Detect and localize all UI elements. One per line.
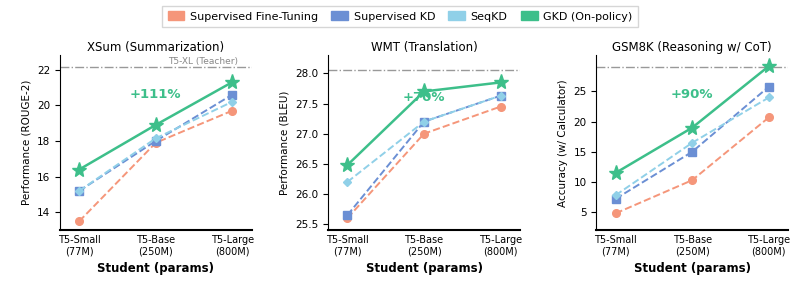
X-axis label: Student (params): Student (params)	[634, 262, 750, 275]
Y-axis label: Accuracy (w/ Calculator): Accuracy (w/ Calculator)	[558, 79, 568, 207]
Title: WMT (Translation): WMT (Translation)	[370, 41, 478, 54]
Text: +111%: +111%	[130, 88, 182, 101]
X-axis label: Student (params): Student (params)	[98, 262, 214, 275]
Y-axis label: Performance (BLEU): Performance (BLEU)	[280, 91, 290, 195]
Legend: Supervised Fine-Tuning, Supervised KD, SeqKD, GKD (On-policy): Supervised Fine-Tuning, Supervised KD, S…	[162, 6, 638, 27]
Title: GSM8K (Reasoning w/ CoT): GSM8K (Reasoning w/ CoT)	[612, 41, 772, 54]
Y-axis label: Performance (ROUGE-2): Performance (ROUGE-2)	[22, 80, 31, 205]
X-axis label: Student (params): Student (params)	[366, 262, 482, 275]
Text: T5-XL (Teacher): T5-XL (Teacher)	[168, 57, 238, 66]
Text: +70%: +70%	[402, 91, 446, 104]
Title: XSum (Summarization): XSum (Summarization)	[87, 41, 224, 54]
Text: +90%: +90%	[671, 88, 714, 101]
